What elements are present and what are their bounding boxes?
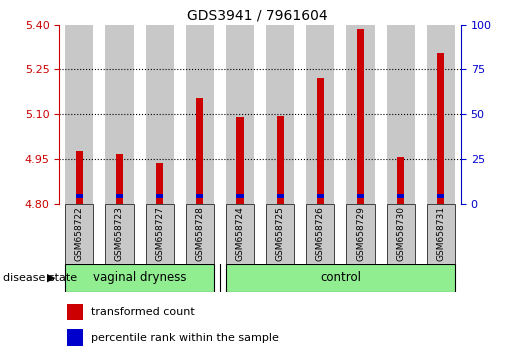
Text: GSM658726: GSM658726 — [316, 206, 325, 261]
Bar — [226, 204, 254, 264]
Bar — [67, 304, 83, 320]
Bar — [116, 194, 123, 198]
Bar — [196, 98, 203, 204]
Bar — [317, 79, 324, 204]
Text: GSM658722: GSM658722 — [75, 206, 84, 261]
Text: disease state: disease state — [3, 273, 77, 283]
Bar — [266, 25, 294, 204]
Bar — [357, 194, 364, 198]
Bar — [67, 330, 83, 346]
Bar — [306, 204, 334, 264]
Bar — [427, 204, 455, 264]
Bar — [196, 194, 203, 198]
Bar — [437, 53, 444, 204]
Bar — [226, 264, 455, 292]
Text: ▶: ▶ — [47, 273, 56, 283]
Bar — [357, 29, 364, 204]
Bar — [186, 204, 214, 264]
Bar — [156, 194, 163, 198]
Bar — [156, 163, 163, 204]
Bar — [65, 204, 93, 264]
Bar — [427, 25, 455, 204]
Bar — [347, 204, 374, 264]
Bar — [266, 204, 294, 264]
Bar — [65, 25, 93, 204]
Text: GSM658727: GSM658727 — [155, 206, 164, 261]
Bar — [226, 25, 254, 204]
Bar — [65, 264, 214, 292]
Text: transformed count: transformed count — [91, 307, 195, 317]
Bar — [106, 204, 133, 264]
Bar — [236, 117, 244, 204]
Bar — [116, 154, 123, 204]
Bar — [437, 194, 444, 198]
Bar — [397, 158, 404, 204]
Text: GSM658730: GSM658730 — [396, 206, 405, 261]
Bar — [186, 25, 214, 204]
Bar — [347, 25, 374, 204]
Text: GSM658729: GSM658729 — [356, 206, 365, 261]
Bar — [146, 204, 174, 264]
Text: GSM658725: GSM658725 — [276, 206, 285, 261]
Bar — [317, 194, 324, 198]
Bar — [76, 194, 83, 198]
Bar — [387, 25, 415, 204]
Bar — [277, 194, 284, 198]
Text: GDS3941 / 7961604: GDS3941 / 7961604 — [187, 9, 328, 23]
Text: GSM658731: GSM658731 — [436, 206, 445, 261]
Bar — [397, 194, 404, 198]
Text: vaginal dryness: vaginal dryness — [93, 272, 186, 284]
Bar — [277, 116, 284, 204]
Bar — [387, 204, 415, 264]
Bar — [236, 194, 244, 198]
Bar — [76, 152, 83, 204]
Text: GSM658723: GSM658723 — [115, 206, 124, 261]
Text: control: control — [320, 272, 361, 284]
Bar — [106, 25, 133, 204]
Text: GSM658728: GSM658728 — [195, 206, 204, 261]
Bar — [146, 25, 174, 204]
Text: percentile rank within the sample: percentile rank within the sample — [91, 333, 279, 343]
Bar — [306, 25, 334, 204]
Text: GSM658724: GSM658724 — [235, 206, 245, 261]
